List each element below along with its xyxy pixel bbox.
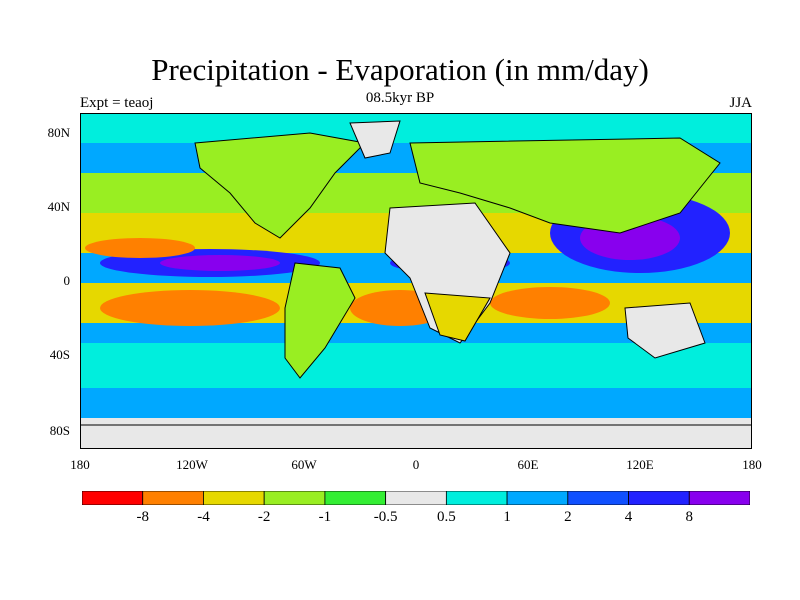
map-border xyxy=(80,113,752,449)
lon-label: 60W xyxy=(291,457,317,472)
colorbar xyxy=(81,490,751,506)
colorbar-swatch xyxy=(688,490,751,506)
map-subtitle: 08.5kyr BP xyxy=(365,90,435,106)
colorbar-tick-label: 4 xyxy=(624,509,633,525)
north-america xyxy=(194,132,367,239)
south-indian-dry xyxy=(490,287,610,319)
colorbar-swatch xyxy=(324,490,387,506)
colorbar-tick-label: -2 xyxy=(257,509,271,525)
lon-label: 0 xyxy=(412,457,420,472)
lon-label: 180 xyxy=(742,457,762,472)
colorbar-swatch xyxy=(506,490,569,506)
colorbar-tick-label: 0.5 xyxy=(436,509,456,525)
lon-label: 180 xyxy=(70,457,90,472)
lon-label: 120W xyxy=(176,457,208,472)
colorbar-tick-label: -1 xyxy=(318,509,332,525)
colorbar-tick-label: 8 xyxy=(685,509,694,525)
africa-south xyxy=(424,292,491,342)
colorbar-swatch xyxy=(628,490,690,506)
colorbar-swatch xyxy=(263,490,326,506)
lon-label: 60E xyxy=(517,457,539,472)
colorbar-swatch xyxy=(81,490,144,506)
north-pacific-dry xyxy=(85,238,195,258)
colorbar-swatch xyxy=(567,490,629,506)
colorbar-tick-label: 2 xyxy=(564,509,572,525)
arctic-band xyxy=(80,113,752,143)
lon-label: 120E xyxy=(626,457,654,472)
lat-label: 80S xyxy=(49,423,70,438)
itcz-core xyxy=(160,255,280,271)
map-panel xyxy=(80,113,752,449)
season-label: JJA xyxy=(729,95,752,111)
greenland xyxy=(349,120,401,159)
lat-label: 40N xyxy=(47,199,70,214)
southern-ocean-band xyxy=(80,388,752,418)
colorbar-swatch xyxy=(445,490,508,506)
south-pacific-dry xyxy=(100,290,280,326)
colorbar-tick-label: -4 xyxy=(197,509,210,525)
lat-label: 0 xyxy=(63,273,71,288)
colorbar-tick-label: -0.5 xyxy=(373,509,398,525)
lat-label: 40S xyxy=(49,347,70,362)
antarctica-land xyxy=(80,418,752,449)
map-canvas xyxy=(80,113,752,449)
australia xyxy=(624,302,706,359)
lat-label: 80N xyxy=(47,125,70,140)
south-america xyxy=(284,262,356,379)
eurasia xyxy=(409,137,721,234)
map-title: Precipitation - Evaporation (in mm/day) xyxy=(151,52,649,87)
colorbar-swatch xyxy=(142,490,204,506)
colorbar-tick-label: -8 xyxy=(136,509,149,525)
colorbar-swatches xyxy=(81,490,751,506)
experiment-label: Expt = teaoj xyxy=(80,95,154,111)
south-midlat-band xyxy=(80,343,752,388)
colorbar-swatch xyxy=(385,490,447,506)
colorbar-swatch xyxy=(203,490,265,506)
colorbar-tick-label: 1 xyxy=(503,509,511,525)
